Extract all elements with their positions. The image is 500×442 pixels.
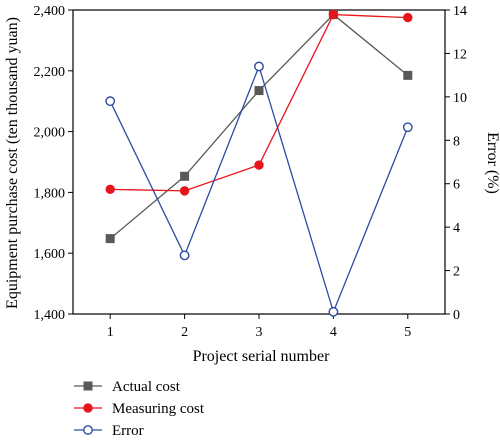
point-error bbox=[328, 306, 339, 317]
y2-tick-label: 12 bbox=[453, 47, 467, 62]
series-actual-cost bbox=[105, 10, 413, 244]
legend-marker bbox=[83, 403, 93, 413]
left-axis: 1,400 1,600 1,800 2,000 2,200 2,400 bbox=[34, 4, 73, 323]
x-tick-label: 1 bbox=[107, 325, 114, 340]
series-line-error bbox=[109, 64, 409, 314]
legend-label: Error bbox=[112, 423, 144, 439]
point-error bbox=[179, 250, 190, 261]
legend: Actual cost Measuring cost Error bbox=[74, 379, 205, 439]
point-actual-cost bbox=[105, 234, 115, 244]
y-tick-label: 2,000 bbox=[34, 126, 66, 141]
y-tick-label: 2,200 bbox=[34, 65, 66, 80]
legend-item-actual-cost: Actual cost bbox=[74, 379, 181, 395]
legend-item-error: Error bbox=[74, 423, 144, 439]
y-tick-label: 1,600 bbox=[34, 247, 66, 262]
y2-tick-label: 10 bbox=[453, 91, 467, 106]
y2-axis-title: Error (%) bbox=[484, 132, 500, 194]
x-tick-label: 5 bbox=[404, 325, 411, 340]
legend-label: Actual cost bbox=[112, 379, 181, 395]
y2-tick-label: 4 bbox=[453, 221, 460, 236]
point-actual-cost bbox=[254, 86, 264, 96]
point-measuring-cost bbox=[403, 12, 413, 23]
y-tick-label: 2,400 bbox=[34, 4, 66, 19]
x-tick-label: 3 bbox=[256, 325, 263, 340]
x-tick-label: 4 bbox=[330, 325, 337, 340]
legend-marker bbox=[83, 425, 93, 435]
legend-marker bbox=[83, 381, 93, 391]
right-axis: 0 2 4 6 8 10 12 14 bbox=[445, 4, 467, 323]
point-error bbox=[105, 96, 116, 107]
y-axis-title: Equipment purchase cost (ten thousand yu… bbox=[4, 17, 21, 309]
point-actual-cost bbox=[403, 70, 413, 80]
series-layer bbox=[105, 9, 413, 317]
series-measuring-cost bbox=[105, 9, 413, 196]
y-tick-label: 1,800 bbox=[34, 186, 66, 201]
y2-tick-label: 14 bbox=[453, 4, 467, 19]
point-measuring-cost bbox=[328, 9, 339, 20]
x-axis: 1 2 3 4 5 bbox=[107, 314, 411, 340]
x-axis-title: Project serial number bbox=[193, 348, 331, 365]
series-line-actual-cost bbox=[109, 13, 409, 240]
point-measuring-cost bbox=[254, 160, 264, 170]
legend-label: Measuring cost bbox=[112, 401, 205, 417]
y2-tick-label: 0 bbox=[453, 308, 460, 323]
y2-tick-label: 6 bbox=[453, 178, 460, 193]
y2-tick-label: 8 bbox=[453, 134, 460, 149]
point-measuring-cost bbox=[105, 184, 115, 195]
point-error bbox=[402, 122, 413, 133]
point-actual-cost bbox=[180, 171, 190, 181]
point-measuring-cost bbox=[179, 186, 190, 196]
y-tick-label: 1,400 bbox=[34, 308, 66, 323]
x-tick-label: 2 bbox=[181, 325, 188, 340]
point-error bbox=[254, 61, 264, 72]
series-error bbox=[105, 61, 413, 317]
y2-tick-label: 2 bbox=[453, 265, 460, 280]
legend-item-measuring-cost: Measuring cost bbox=[74, 401, 205, 417]
